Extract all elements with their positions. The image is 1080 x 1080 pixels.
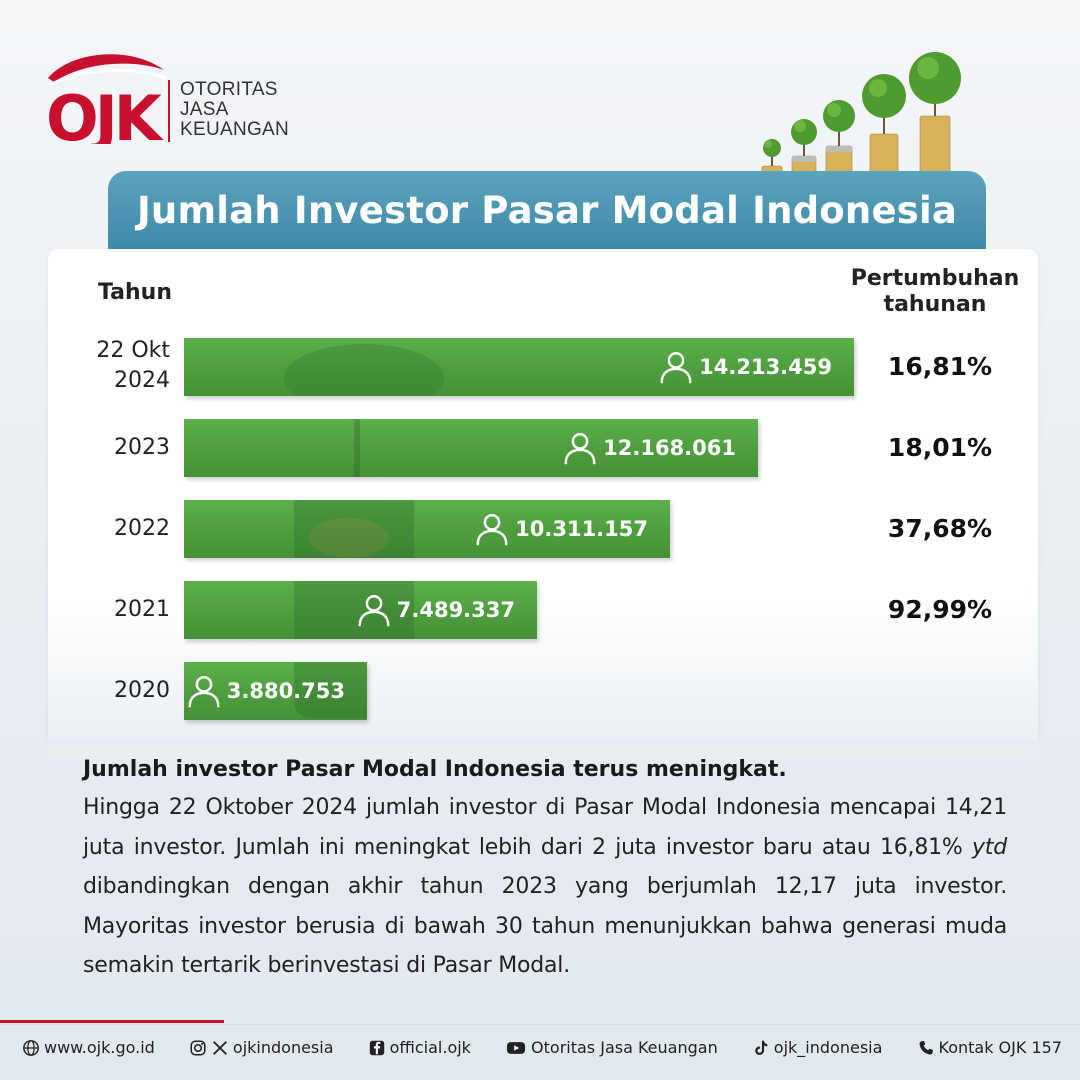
year-label: 2022 xyxy=(76,514,170,544)
bar: 14.213.459 xyxy=(184,338,854,396)
year-column-header: Tahun xyxy=(98,280,173,305)
growth-column-header: Pertumbuhan tahunan xyxy=(840,266,1030,318)
year-label-line: 2022 xyxy=(114,516,170,541)
investor-icon xyxy=(188,675,220,708)
summary-block: Jumlah investor Pasar Modal Indonesia te… xyxy=(83,752,1007,986)
year-label-line: 22 Okt xyxy=(96,338,170,363)
growth-value: 16,81% xyxy=(887,352,993,381)
footer-contact-text: Kontak OJK 157 xyxy=(938,1038,1062,1057)
footer-youtube-text: Otoritas Jasa Keuangan xyxy=(531,1038,718,1057)
tiktok-icon xyxy=(755,1040,768,1055)
facebook-icon xyxy=(369,1040,384,1055)
footer: www.ojk.go.id ojkindonesia official.ojk … xyxy=(22,1038,1062,1057)
investor-icon xyxy=(660,351,692,384)
growth-header-line-2: tahunan xyxy=(883,292,987,317)
summary-paragraph: Hingga 22 Oktober 2024 jumlah investor d… xyxy=(83,788,1007,986)
bar: 7.489.337 xyxy=(184,581,537,639)
year-label: 2021 xyxy=(76,595,170,625)
footer-website[interactable]: www.ojk.go.id xyxy=(22,1038,155,1057)
youtube-icon xyxy=(507,1041,526,1054)
summary-text-part-2: dibandingkan dengan akhir tahun 2023 yan… xyxy=(83,874,1007,978)
bar: 3.880.753 xyxy=(184,662,367,720)
bar: 10.311.157 xyxy=(184,500,670,558)
bar-value-label: 7.489.337 xyxy=(355,581,515,639)
bar-value-text: 7.489.337 xyxy=(396,598,515,622)
bar: 12.168.061 xyxy=(184,419,758,477)
globe-icon xyxy=(23,1039,39,1056)
investor-icon xyxy=(476,513,508,546)
x-icon xyxy=(212,1040,227,1055)
year-label-line: 2023 xyxy=(114,435,170,460)
investor-icon xyxy=(358,594,390,627)
svg-text:OJK: OJK xyxy=(46,82,164,144)
bar-value-text: 10.311.157 xyxy=(515,517,648,541)
footer-youtube[interactable]: Otoritas Jasa Keuangan xyxy=(505,1038,718,1057)
footer-accent-line xyxy=(0,1020,224,1023)
logo-name-line-3: KEUANGAN xyxy=(180,119,290,140)
bar-value-text: 14.213.459 xyxy=(699,355,832,379)
ojk-logo-mark: OJK xyxy=(46,54,168,144)
investor-icon xyxy=(564,432,596,465)
ojk-logo: OJK xyxy=(42,48,302,148)
summary-ytd: ytd xyxy=(971,834,1007,860)
bar-value-label: 14.213.459 xyxy=(657,338,832,396)
footer-website-text: www.ojk.go.id xyxy=(44,1038,155,1057)
instagram-icon xyxy=(190,1039,206,1056)
footer-facebook-text: official.ojk xyxy=(389,1038,471,1057)
footer-instagram-x[interactable]: ojkindonesia xyxy=(189,1038,334,1057)
footer-tiktok[interactable]: ojk_indonesia xyxy=(752,1038,883,1057)
footer-divider xyxy=(0,1024,1080,1025)
year-label: 22 Okt 2024 xyxy=(76,336,170,396)
page-title: Jumlah Investor Pasar Modal Indonesia xyxy=(136,188,958,232)
year-label: 2020 xyxy=(76,676,170,706)
footer-facebook[interactable]: official.ojk xyxy=(368,1038,471,1057)
year-label-line: 2024 xyxy=(114,368,170,393)
growth-header-line-1: Pertumbuhan xyxy=(850,266,1020,291)
footer-tiktok-text: ojk_indonesia xyxy=(773,1038,883,1057)
growing-plants-illustration xyxy=(761,52,961,181)
bar-value-label: 12.168.061 xyxy=(561,419,736,477)
logo-divider xyxy=(168,80,170,142)
summary-heading: Jumlah investor Pasar Modal Indonesia te… xyxy=(83,757,787,782)
phone-icon xyxy=(919,1040,933,1054)
bar-value-text: 3.880.753 xyxy=(226,679,345,703)
year-label-line: 2020 xyxy=(114,678,170,703)
bar-value-text: 12.168.061 xyxy=(603,436,736,460)
logo-name: OTORITAS JASA KEUANGAN xyxy=(180,80,289,140)
bar-value-label: 3.880.753 xyxy=(185,662,345,720)
summary-text-part-1: Hingga 22 Oktober 2024 jumlah investor d… xyxy=(83,795,1007,860)
year-label-line: 2021 xyxy=(114,597,170,622)
logo-name-line-2: JASA xyxy=(180,99,229,120)
footer-contact[interactable]: Kontak OJK 157 xyxy=(917,1038,1062,1057)
footer-instagram-text: ojkindonesia xyxy=(232,1038,334,1057)
growth-value: 92,99% xyxy=(887,595,993,624)
logo-name-line-1: OTORITAS xyxy=(180,79,278,100)
growth-value: 37,68% xyxy=(887,514,993,543)
year-label: 2023 xyxy=(76,433,170,463)
bar-value-label: 10.311.157 xyxy=(473,500,648,558)
growth-value: 18,01% xyxy=(887,433,993,462)
title-banner: Jumlah Investor Pasar Modal Indonesia xyxy=(108,171,986,249)
